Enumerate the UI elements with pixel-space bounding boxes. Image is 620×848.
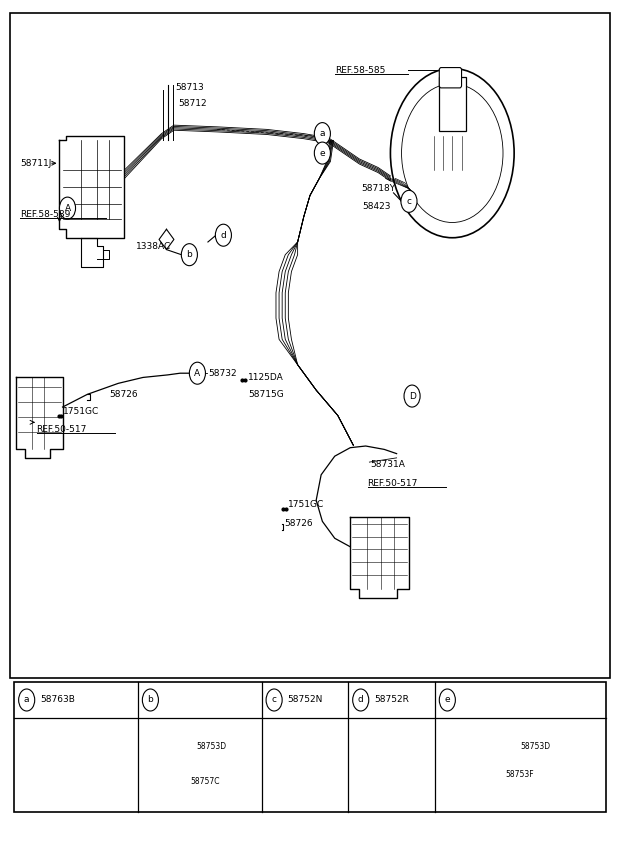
FancyBboxPatch shape <box>10 14 610 678</box>
Circle shape <box>19 689 35 711</box>
Circle shape <box>181 243 197 265</box>
Circle shape <box>189 362 205 384</box>
Circle shape <box>353 689 369 711</box>
Text: 58726: 58726 <box>284 519 312 527</box>
Text: 58423: 58423 <box>363 202 391 211</box>
FancyBboxPatch shape <box>440 68 461 88</box>
Circle shape <box>314 142 330 165</box>
Text: REF.50-517: REF.50-517 <box>368 479 418 488</box>
Circle shape <box>266 689 282 711</box>
Text: 58763B: 58763B <box>40 695 75 705</box>
Text: e: e <box>445 695 450 705</box>
Text: 58712: 58712 <box>178 99 207 109</box>
Text: b: b <box>148 695 153 705</box>
Circle shape <box>314 123 330 145</box>
Circle shape <box>404 385 420 407</box>
Text: 58753D: 58753D <box>197 742 227 750</box>
Text: b: b <box>187 250 192 259</box>
Text: 1751GC: 1751GC <box>63 407 99 416</box>
Text: 58753D: 58753D <box>520 742 551 750</box>
Text: a: a <box>24 695 29 705</box>
Text: A: A <box>64 204 71 213</box>
Text: D: D <box>409 392 415 400</box>
Circle shape <box>143 689 159 711</box>
Text: A: A <box>194 369 200 377</box>
Text: 1751GC: 1751GC <box>288 500 325 509</box>
Text: REF.58-585: REF.58-585 <box>335 65 385 75</box>
Text: 58752R: 58752R <box>374 695 409 705</box>
Text: 58715G: 58715G <box>248 390 284 399</box>
Text: 1338AC: 1338AC <box>136 242 170 251</box>
Text: d: d <box>221 231 226 240</box>
Circle shape <box>215 224 231 246</box>
Text: 58752N: 58752N <box>288 695 323 705</box>
Text: 58718Y: 58718Y <box>361 184 396 193</box>
FancyBboxPatch shape <box>14 683 606 812</box>
Text: a: a <box>320 129 325 138</box>
Text: 58713: 58713 <box>175 82 205 92</box>
Text: 58711J: 58711J <box>20 159 52 168</box>
Circle shape <box>440 689 455 711</box>
Text: 58726: 58726 <box>109 390 138 399</box>
Text: REF.50-517: REF.50-517 <box>37 425 87 433</box>
Text: REF.58-589: REF.58-589 <box>20 209 71 219</box>
Text: c: c <box>407 197 412 206</box>
Text: 1125DA: 1125DA <box>248 373 284 382</box>
Text: 58757C: 58757C <box>190 778 220 786</box>
FancyBboxPatch shape <box>439 77 466 131</box>
Text: d: d <box>358 695 363 705</box>
Text: 58732: 58732 <box>208 369 237 377</box>
Text: 58731A: 58731A <box>371 460 405 469</box>
Text: 58753F: 58753F <box>505 771 533 779</box>
Circle shape <box>60 197 76 219</box>
Circle shape <box>401 190 417 212</box>
Text: e: e <box>319 148 325 158</box>
Text: c: c <box>272 695 277 705</box>
